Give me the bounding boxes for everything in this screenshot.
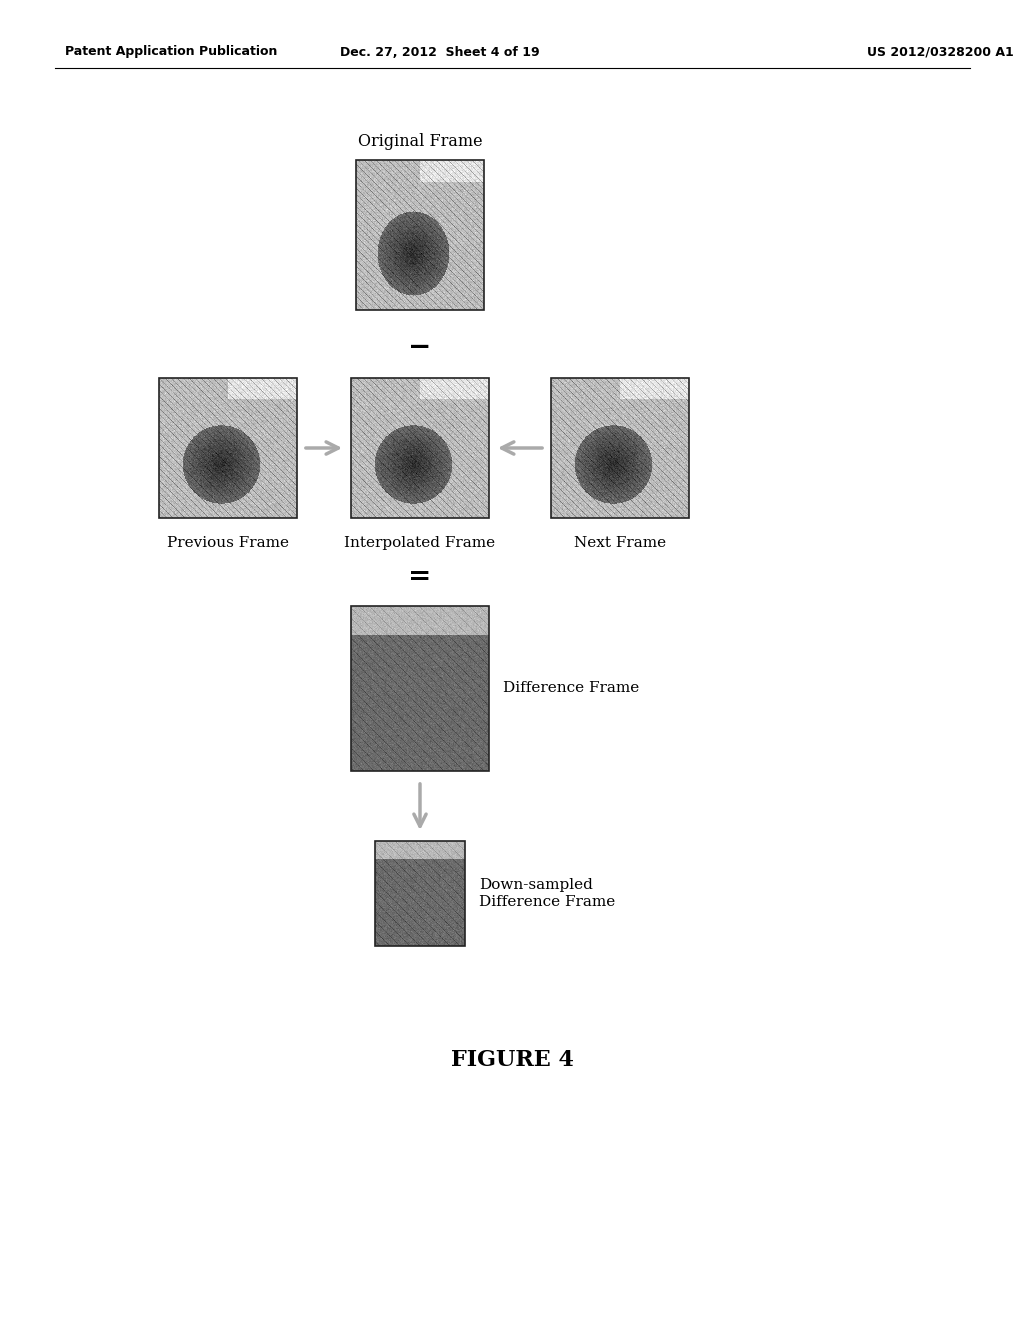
Text: US 2012/0328200 A1: US 2012/0328200 A1	[866, 45, 1014, 58]
Bar	[351, 378, 489, 517]
Text: Next Frame: Next Frame	[573, 536, 666, 550]
Text: Difference Frame: Difference Frame	[503, 681, 639, 696]
Text: Interpolated Frame: Interpolated Frame	[344, 536, 496, 550]
Text: FIGURE 4: FIGURE 4	[451, 1049, 573, 1071]
Text: −: −	[409, 334, 432, 362]
Bar	[356, 160, 484, 310]
Bar	[551, 378, 689, 517]
Text: Previous Frame: Previous Frame	[167, 536, 289, 550]
Text: =: =	[409, 562, 432, 590]
Text: Down-sampled: Down-sampled	[479, 879, 593, 892]
Text: Original Frame: Original Frame	[357, 133, 482, 150]
Text: Difference Frame: Difference Frame	[479, 895, 615, 908]
Bar	[159, 378, 297, 517]
Bar	[351, 606, 489, 771]
Text: Dec. 27, 2012  Sheet 4 of 19: Dec. 27, 2012 Sheet 4 of 19	[340, 45, 540, 58]
Text: Patent Application Publication: Patent Application Publication	[65, 45, 278, 58]
Bar	[375, 841, 465, 946]
